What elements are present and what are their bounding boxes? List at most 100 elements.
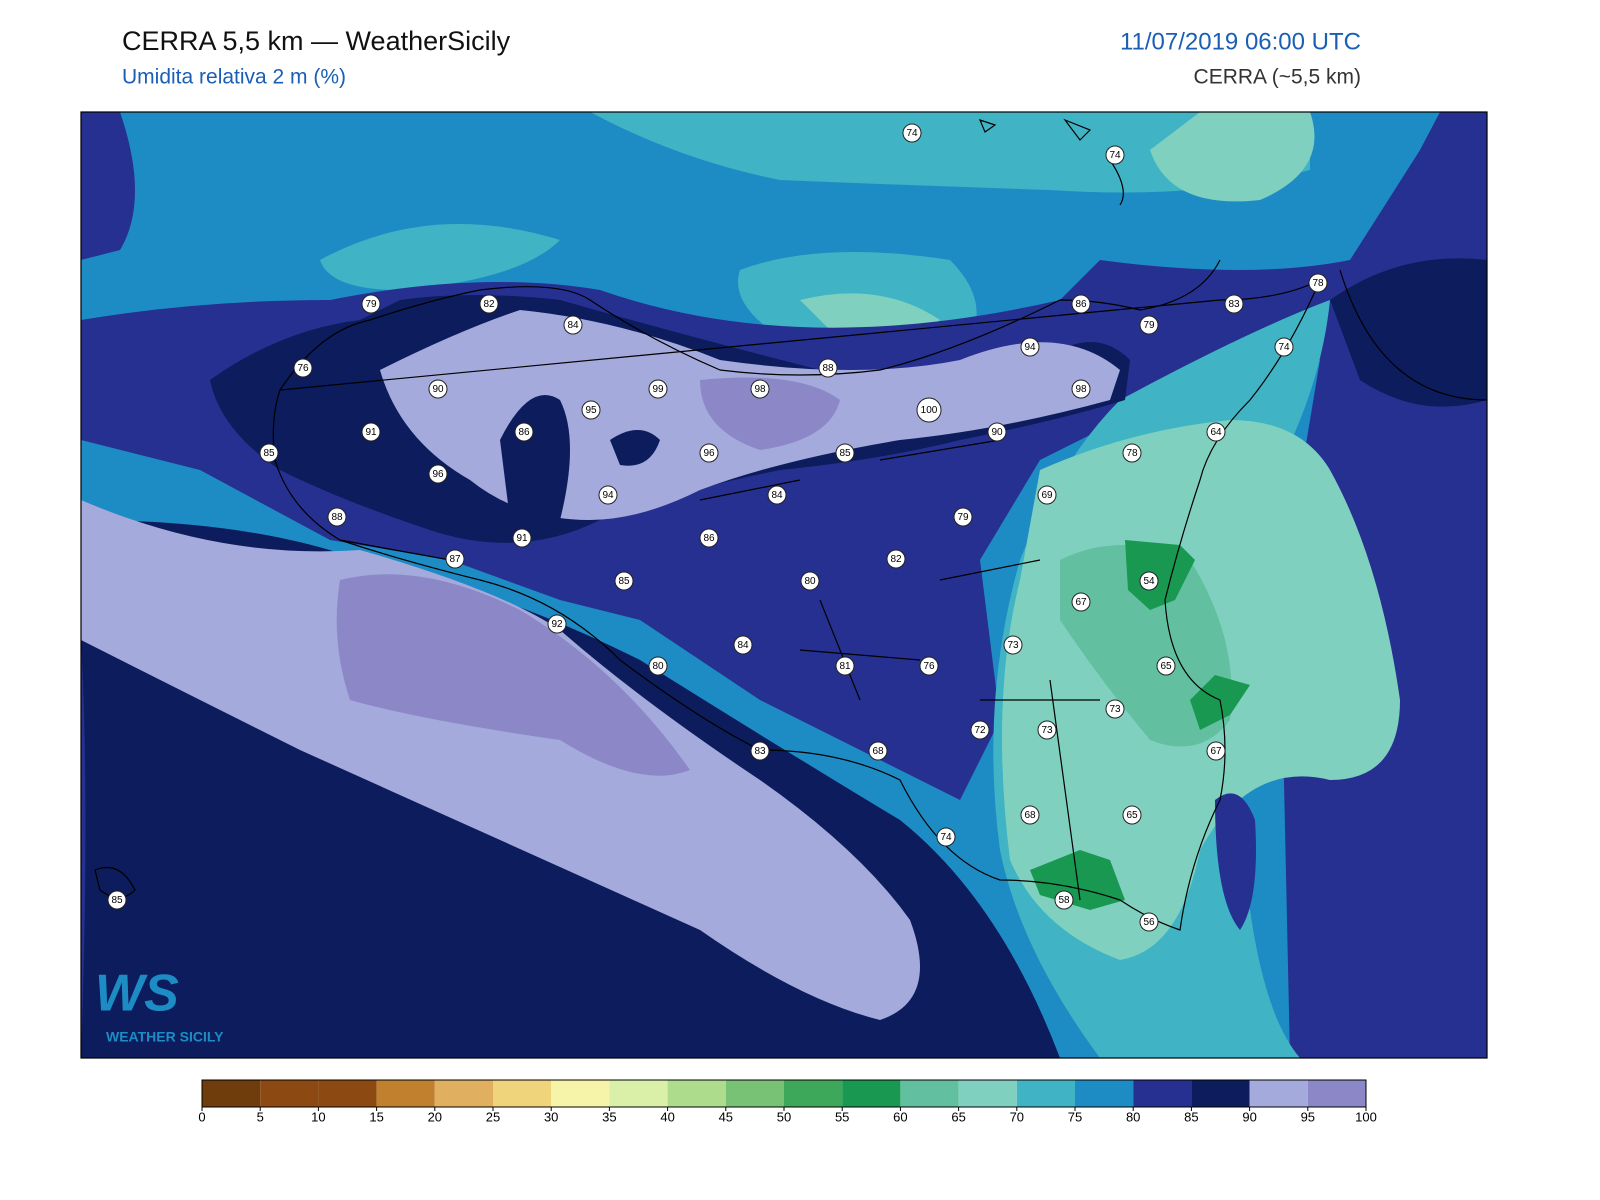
subtitle: Umidita relativa 2 m (%)	[122, 66, 346, 89]
colorbar-tick-label: 20	[428, 1109, 442, 1124]
station-marker	[428, 379, 448, 399]
station-marker	[614, 571, 634, 591]
colorbar-bin	[318, 1080, 377, 1107]
station: 82	[886, 549, 906, 569]
logo-text: WEATHER SICILY	[106, 1029, 224, 1045]
colorbar-bin	[202, 1080, 261, 1107]
datetime: 11/07/2019 06:00 UTC	[1120, 28, 1361, 55]
station: 78	[1308, 273, 1328, 293]
station: 80	[648, 656, 668, 676]
colorbar-bin	[1191, 1080, 1250, 1107]
station: 69	[1037, 485, 1057, 505]
station-value: 86	[1075, 299, 1087, 310]
station: 94	[598, 485, 618, 505]
station-marker	[750, 741, 770, 761]
station: 92	[547, 614, 567, 634]
station-marker	[699, 528, 719, 548]
station-value: 73	[1109, 704, 1121, 715]
colorbar-bin	[609, 1080, 668, 1107]
station-value: 56	[1143, 917, 1155, 928]
colorbar-tick-label: 45	[719, 1109, 733, 1124]
station: 95	[581, 400, 601, 420]
station-marker	[327, 507, 347, 527]
station-value: 54	[1143, 576, 1155, 587]
station-value: 74	[906, 128, 918, 139]
colorbar-tick-label: 15	[369, 1109, 383, 1124]
station: 90	[428, 379, 448, 399]
station-marker	[1206, 741, 1226, 761]
station-value: 67	[1210, 746, 1222, 757]
station-marker	[1156, 656, 1176, 676]
station: 100	[916, 397, 942, 423]
colorbar-tick-label: 80	[1126, 1109, 1140, 1124]
station-value: 91	[365, 427, 377, 438]
station-value: 64	[1210, 427, 1222, 438]
station-value: 84	[737, 640, 749, 651]
station-value: 74	[940, 832, 952, 843]
station: 96	[428, 464, 448, 484]
station-marker	[1020, 337, 1040, 357]
station: 76	[293, 358, 313, 378]
colorbar-bin	[1133, 1080, 1192, 1107]
station-marker	[1224, 294, 1244, 314]
station: 83	[750, 741, 770, 761]
station-marker	[1071, 379, 1091, 399]
station: 65	[1156, 656, 1176, 676]
station: 74	[936, 827, 956, 847]
station: 85	[259, 443, 279, 463]
station-marker	[293, 358, 313, 378]
station-value: 88	[822, 363, 834, 374]
station-value: 87	[449, 554, 461, 565]
station-marker	[936, 827, 956, 847]
station-marker	[512, 528, 532, 548]
station-marker	[428, 464, 448, 484]
stations: 74 74 79 82 84 86 79 83 78 76 94 74 90 99 98 88 98 95 100 9…	[107, 123, 1328, 932]
station-marker	[547, 614, 567, 634]
colorbar-tick-label: 35	[602, 1109, 616, 1124]
station: 79	[953, 507, 973, 527]
station-value: 94	[602, 490, 614, 501]
station-value: 65	[1126, 810, 1138, 821]
colorbar-tick-label: 0	[198, 1109, 205, 1124]
station-value: 82	[483, 299, 495, 310]
station-marker	[835, 443, 855, 463]
colorbar-bin	[1249, 1080, 1308, 1107]
station-value: 79	[957, 512, 969, 523]
station-marker	[259, 443, 279, 463]
station: 90	[987, 422, 1007, 442]
station-marker	[1054, 890, 1074, 910]
station-marker	[514, 422, 534, 442]
station-value: 85	[263, 448, 275, 459]
colorbar-bin	[958, 1080, 1017, 1107]
station: 73	[1037, 720, 1057, 740]
station-value: 58	[1058, 895, 1070, 906]
station: 73	[1105, 699, 1125, 719]
colorbar-tick-label: 95	[1301, 1109, 1315, 1124]
colorbar-bin	[725, 1080, 784, 1107]
station-marker	[1206, 422, 1226, 442]
station-value: 67	[1075, 597, 1087, 608]
station-marker	[970, 720, 990, 740]
station-value: 72	[974, 725, 986, 736]
station-marker	[750, 379, 770, 399]
station: 58	[1054, 890, 1074, 910]
station: 85	[835, 443, 855, 463]
station-value: 74	[1278, 342, 1290, 353]
station-value: 76	[297, 363, 309, 374]
colorbar-bin	[376, 1080, 435, 1107]
station: 65	[1122, 805, 1142, 825]
logo-mark: WS	[95, 965, 179, 1023]
station-value: 92	[551, 619, 563, 630]
colorbar-tick-label: 70	[1010, 1109, 1024, 1124]
station-marker	[953, 507, 973, 527]
station-marker	[818, 358, 838, 378]
station-value: 95	[585, 405, 597, 416]
colorbar-tick-label: 40	[660, 1109, 674, 1124]
station-value: 81	[839, 661, 851, 672]
station-marker	[1139, 315, 1159, 335]
station-value: 85	[618, 576, 630, 587]
station-marker	[361, 422, 381, 442]
station-marker	[919, 656, 939, 676]
station-value: 65	[1160, 661, 1172, 672]
